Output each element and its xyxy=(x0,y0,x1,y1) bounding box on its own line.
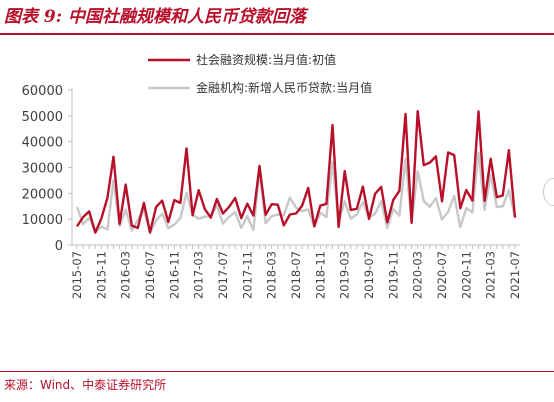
x-tick-label: 2016-03 xyxy=(119,251,133,299)
y-tick-label: 60000 xyxy=(22,84,63,99)
legend-label-rmb-loans: 金融机构:新增人民币贷款:当月值 xyxy=(196,80,372,95)
y-tick-label: 30000 xyxy=(22,162,63,177)
y-tick-label: 0 xyxy=(55,239,63,254)
x-tick-label: 2016-11 xyxy=(167,251,181,299)
series-line-rmb-loans xyxy=(75,151,517,235)
legend-label-social-financing: 社会融资规模:当月值:初值 xyxy=(196,52,336,67)
source-note: 来源：Wind、中泰证券研究所 xyxy=(4,378,167,392)
x-tick-label: 2020-07 xyxy=(435,251,449,299)
x-tick-label: 2015-07 xyxy=(70,251,84,299)
title-underline xyxy=(0,33,554,35)
x-tick-label: 2020-03 xyxy=(411,251,425,299)
x-tick-label: 2019-11 xyxy=(386,251,400,299)
x-tick-label: 2020-11 xyxy=(459,251,473,299)
x-tick-label: 2017-11 xyxy=(240,251,254,299)
x-tick-label: 2019-07 xyxy=(362,251,376,299)
x-tick-label: 2016-07 xyxy=(143,251,157,299)
axes: 0 10000 20000 30000 40000 50000 60000 2015-07 20… xyxy=(22,84,522,299)
x-tick-label: 2015-11 xyxy=(94,251,108,299)
x-tick-label: 2021-07 xyxy=(508,251,522,299)
x-tick-label: 2018-07 xyxy=(289,251,303,299)
x-tick-label: 2018-03 xyxy=(265,251,279,299)
x-tick-label: 2017-03 xyxy=(192,251,206,299)
series-line-social-financing xyxy=(75,109,517,234)
x-tick-label: 2017-07 xyxy=(216,251,230,299)
y-tick-label: 40000 xyxy=(22,136,63,151)
line-chart: 社会融资规模:当月值:初值 金融机构:新增人民币贷款:当月值 0 10000 200… xyxy=(22,52,522,299)
legend: 社会融资规模:当月值:初值 金融机构:新增人民币贷款:当月值 xyxy=(148,52,372,95)
x-tick-label: 2018-11 xyxy=(313,251,327,299)
x-tick-label: 2021-03 xyxy=(484,251,498,299)
y-tick-label: 20000 xyxy=(22,187,63,202)
x-tick-label: 2019-03 xyxy=(338,251,352,299)
series-lines xyxy=(75,109,517,235)
y-tick-label: 50000 xyxy=(22,110,63,125)
footer-rule xyxy=(0,371,554,372)
figure-title: 图表 9: 中国社融规模和人民币贷款回落 xyxy=(4,7,306,27)
y-tick-label: 10000 xyxy=(22,213,63,228)
